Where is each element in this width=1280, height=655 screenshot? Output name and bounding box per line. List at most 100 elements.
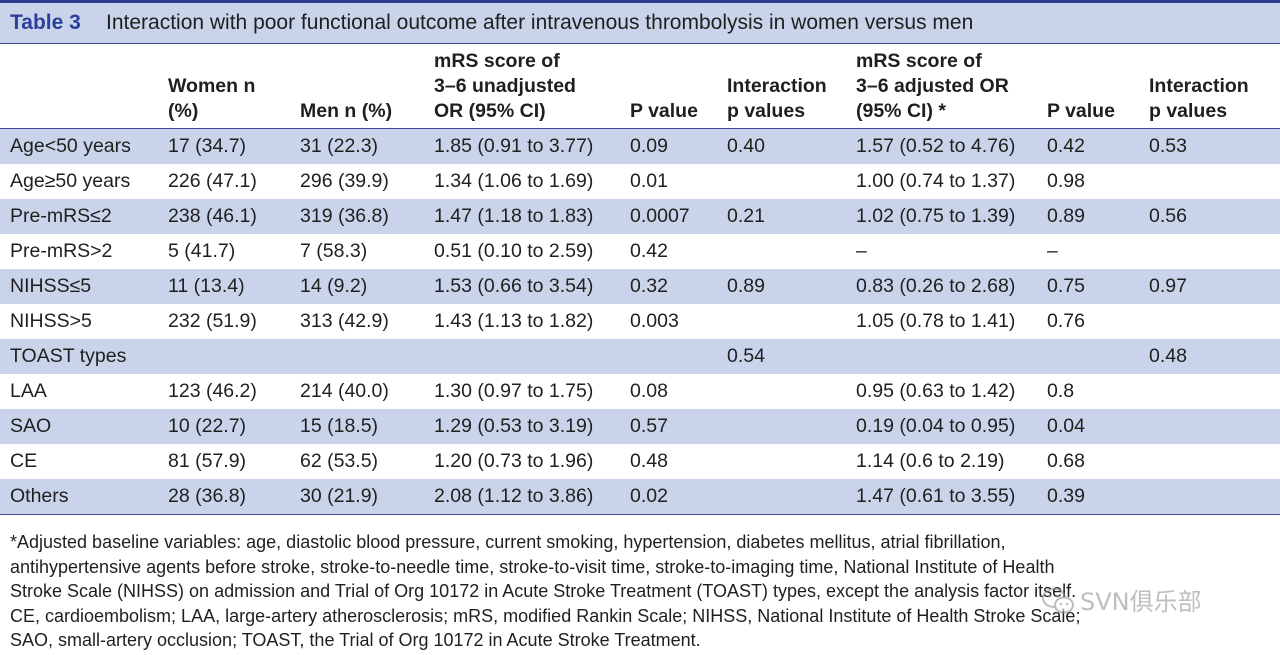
footnote-line: Stroke Scale (NIHSS) on admission and Tr… <box>10 581 1077 601</box>
header-women: Women n (%) <box>168 44 300 129</box>
header-int1-line2: p values <box>727 99 806 122</box>
cell-unadjusted-or: 2.08 (1.12 to 3.86) <box>434 478 630 515</box>
cell-subgroup: Pre-mRS>2 <box>0 233 168 269</box>
cell-unadjusted-or: 0.51 (0.10 to 2.59) <box>434 233 630 269</box>
table-row: Pre-mRS>2 5 (41.7) 7 (58.3) 0.51 (0.10 t… <box>0 233 1280 269</box>
header-unadjusted-or: mRS score of 3–6 unadjusted OR (95% CI) <box>434 44 630 129</box>
cell-adjusted-or: 0.95 (0.63 to 1.42) <box>856 373 1047 409</box>
cell-men: 15 (18.5) <box>300 408 434 444</box>
cell-women: 123 (46.2) <box>168 373 300 409</box>
cell-women: 232 (51.9) <box>168 303 300 339</box>
cell-p-value-2 <box>1047 338 1149 374</box>
header-interaction-1: Interaction p values <box>727 44 856 129</box>
cell-p-value-1: 0.02 <box>630 478 727 515</box>
table-row: CE 81 (57.9) 62 (53.5) 1.20 (0.73 to 1.9… <box>0 443 1280 479</box>
cell-interaction-2: 0.97 <box>1149 268 1280 304</box>
header-p-value-2: P value <box>1047 44 1149 129</box>
table-row: Pre-mRS≤2 238 (46.1) 319 (36.8) 1.47 (1.… <box>0 198 1280 234</box>
cell-interaction-2 <box>1149 303 1280 339</box>
cell-p-value-1: 0.42 <box>630 233 727 269</box>
cell-men: 14 (9.2) <box>300 268 434 304</box>
cell-unadjusted-or: 1.34 (1.06 to 1.69) <box>434 163 630 199</box>
cell-interaction-1: 0.21 <box>727 198 856 234</box>
cell-men: 62 (53.5) <box>300 443 434 479</box>
header-p-value-1: P value <box>630 44 727 129</box>
cell-interaction-2 <box>1149 443 1280 479</box>
header-row: Women n (%) Men n (%) mRS score of 3–6 u… <box>0 44 1280 129</box>
cell-p-value-1: 0.0007 <box>630 198 727 234</box>
cell-p-value-2: – <box>1047 233 1149 269</box>
cell-interaction-2 <box>1149 408 1280 444</box>
header-men: Men n (%) <box>300 44 434 129</box>
cell-subgroup: Age<50 years <box>0 128 168 164</box>
header-unadj-line3: OR (95% CI) <box>434 99 546 122</box>
cell-interaction-2: 0.53 <box>1149 128 1280 164</box>
header-int1-line1: Interaction <box>727 74 827 97</box>
table-row: NIHSS>5 232 (51.9) 313 (42.9) 1.43 (1.13… <box>0 303 1280 339</box>
cell-p-value-2: 0.04 <box>1047 408 1149 444</box>
cell-subgroup: Age≥50 years <box>0 163 168 199</box>
cell-interaction-2: 0.56 <box>1149 198 1280 234</box>
cell-men: 296 (39.9) <box>300 163 434 199</box>
header-interaction-2: Interaction p values <box>1149 44 1280 129</box>
cell-women: 81 (57.9) <box>168 443 300 479</box>
cell-subgroup: TOAST types <box>0 338 168 374</box>
cell-men: 319 (36.8) <box>300 198 434 234</box>
cell-adjusted-or: 1.02 (0.75 to 1.39) <box>856 198 1047 234</box>
cell-subgroup: NIHSS≤5 <box>0 268 168 304</box>
cell-women: 10 (22.7) <box>168 408 300 444</box>
cell-interaction-1: 0.40 <box>727 128 856 164</box>
cell-unadjusted-or: 1.53 (0.66 to 3.54) <box>434 268 630 304</box>
table-row: Age<50 years 17 (34.7) 31 (22.3) 1.85 (0… <box>0 128 1280 164</box>
header-int2-line2: p values <box>1149 99 1228 122</box>
table-row: TOAST types 0.54 0.48 <box>0 338 1280 374</box>
cell-interaction-2: 0.48 <box>1149 338 1280 374</box>
cell-subgroup: Others <box>0 478 168 515</box>
cell-men: 7 (58.3) <box>300 233 434 269</box>
table-row: Age≥50 years 226 (47.1) 296 (39.9) 1.34 … <box>0 163 1280 199</box>
cell-men: 31 (22.3) <box>300 128 434 164</box>
header-women-line1: Women n <box>168 74 256 97</box>
cell-unadjusted-or: 1.85 (0.91 to 3.77) <box>434 128 630 164</box>
cell-interaction-1 <box>727 303 856 339</box>
cell-interaction-1: 0.54 <box>727 338 856 374</box>
cell-p-value-2: 0.98 <box>1047 163 1149 199</box>
cell-interaction-1 <box>727 478 856 515</box>
cell-interaction-2 <box>1149 478 1280 515</box>
cell-interaction-1 <box>727 163 856 199</box>
table-title: Interaction with poor functional outcome… <box>106 11 974 34</box>
cell-women: 11 (13.4) <box>168 268 300 304</box>
cell-subgroup: LAA <box>0 373 168 409</box>
table-row: Others 28 (36.8) 30 (21.9) 2.08 (1.12 to… <box>0 478 1280 515</box>
cell-interaction-2 <box>1149 163 1280 199</box>
cell-p-value-1 <box>630 338 727 374</box>
cell-interaction-2 <box>1149 233 1280 269</box>
footnote-line: antihypertensive agents before stroke, s… <box>10 556 1055 577</box>
cell-p-value-2: 0.42 <box>1047 128 1149 164</box>
cell-women: 17 (34.7) <box>168 128 300 164</box>
cell-p-value-2: 0.68 <box>1047 443 1149 479</box>
footnote-line: CE, cardioembolism; LAA, large-artery at… <box>10 605 1081 626</box>
cell-adjusted-or: 1.05 (0.78 to 1.41) <box>856 303 1047 339</box>
cell-interaction-1 <box>727 233 856 269</box>
cell-p-value-1: 0.32 <box>630 268 727 304</box>
cell-women: 226 (47.1) <box>168 163 300 199</box>
cell-unadjusted-or: 1.47 (1.18 to 1.83) <box>434 198 630 234</box>
cell-women: 238 (46.1) <box>168 198 300 234</box>
cell-adjusted-or: 0.19 (0.04 to 0.95) <box>856 408 1047 444</box>
header-adj-line1: mRS score of <box>856 49 982 72</box>
cell-interaction-1 <box>727 443 856 479</box>
cell-women: 5 (41.7) <box>168 233 300 269</box>
cell-p-value-2: 0.39 <box>1047 478 1149 515</box>
cell-p-value-1: 0.57 <box>630 408 727 444</box>
cell-subgroup: Pre-mRS≤2 <box>0 198 168 234</box>
watermark: SVN俱乐部 <box>1040 583 1240 619</box>
cell-interaction-1: 0.89 <box>727 268 856 304</box>
cell-p-value-2: 0.76 <box>1047 303 1149 339</box>
cell-subgroup: CE <box>0 443 168 479</box>
table-footnote: *Adjusted baseline variables: age, diast… <box>10 530 1270 653</box>
cell-interaction-1 <box>727 408 856 444</box>
cell-unadjusted-or <box>434 338 630 374</box>
cell-women <box>168 338 300 374</box>
cell-adjusted-or <box>856 338 1047 374</box>
